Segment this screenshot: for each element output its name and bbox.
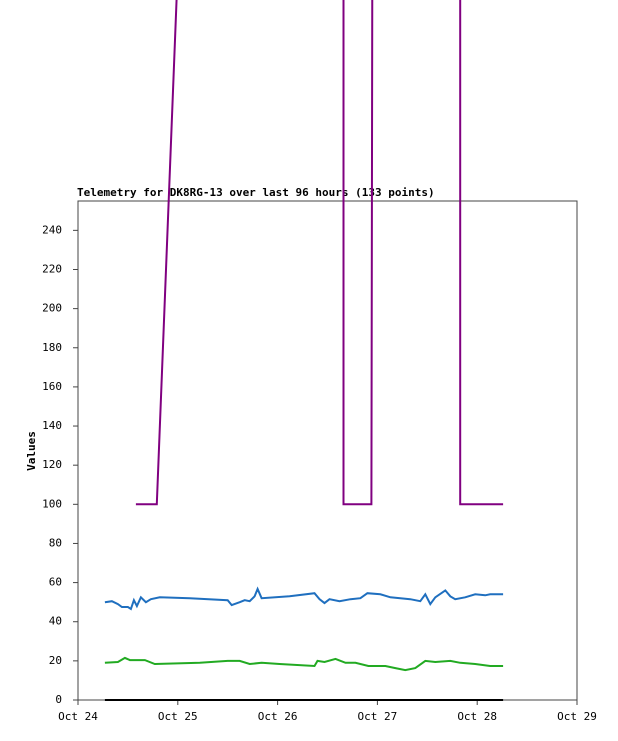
y-tick-label: 0 [55,693,62,706]
y-tick-label: 100 [42,497,62,510]
series-line [104,586,504,611]
y-tick-label: 20 [49,654,62,667]
series-line [135,0,504,506]
y-tick-label: 80 [49,536,62,549]
series-line [104,656,504,672]
y-tick-label: 160 [42,380,62,393]
y-tick-label: 240 [42,223,62,236]
y-tick-label: 200 [42,302,62,315]
y-tick-label: 40 [49,615,62,628]
plot-frame [77,200,578,701]
y-tick-label: 180 [42,341,62,354]
x-tick-label: Oct 28 [457,710,497,723]
x-tick-label: Oct 29 [557,710,597,723]
y-tick-label: 120 [42,458,62,471]
y-tick-label: 140 [42,419,62,432]
x-tick-label: Oct 27 [358,710,398,723]
x-tick-label: Oct 25 [158,710,198,723]
chart-title: Telemetry for DK8RG-13 over last 96 hour… [77,186,435,199]
x-tick-label: Oct 26 [258,710,298,723]
y-axis-label: Values [25,431,38,471]
y-tick-label: 220 [42,262,62,275]
x-tick-label: Oct 24 [58,710,98,723]
y-tick-label: 60 [49,576,62,589]
